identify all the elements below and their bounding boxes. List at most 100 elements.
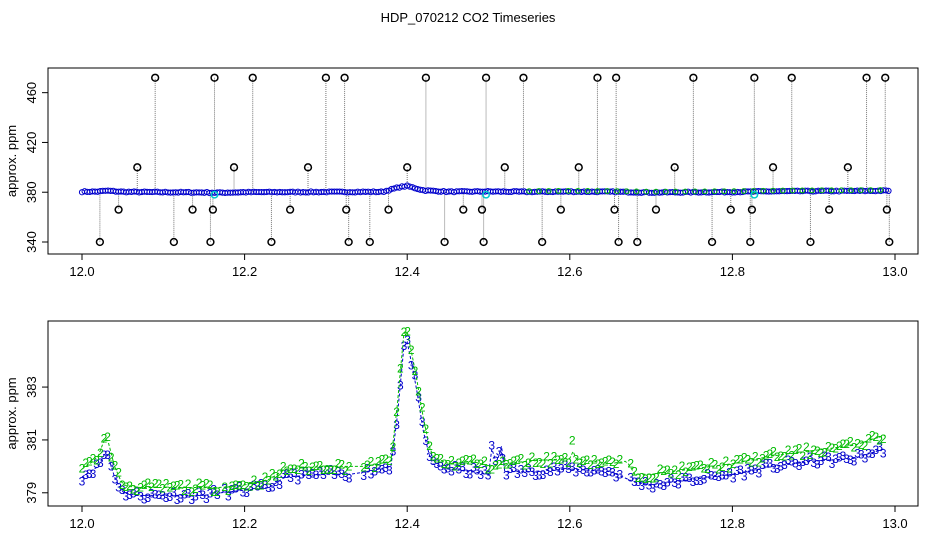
outlier-point — [421, 73, 431, 82]
outlier-point — [208, 205, 218, 214]
series-3-marker: 3 — [346, 471, 353, 485]
outlier-point — [574, 163, 583, 172]
series-2-marker: 2 — [426, 439, 433, 453]
outlier-point — [151, 73, 160, 82]
series-2-marker: 2 — [697, 458, 704, 472]
series-2-marker: 2 — [532, 456, 539, 470]
series-2-marker: 2 — [880, 432, 887, 446]
outlier-point — [133, 163, 142, 172]
series-2-marker: 2 — [134, 484, 141, 498]
series-2-marker: 2 — [573, 453, 580, 467]
outlier-point — [500, 163, 509, 172]
outlier-point — [479, 237, 488, 247]
outlier-point — [806, 237, 815, 247]
series-2-marker: 2 — [554, 453, 561, 467]
series-2-marker: 2 — [101, 432, 108, 446]
series-2-marker: 2 — [455, 456, 462, 470]
series-3-marker: 3 — [382, 461, 389, 475]
outlier-point — [403, 163, 412, 172]
highlight-point — [750, 190, 759, 199]
series-2-marker: 2 — [466, 454, 473, 468]
series-2-marker: 2 — [247, 479, 254, 493]
series-2-marker: 2 — [408, 343, 415, 357]
secondary-point — [594, 188, 601, 194]
series-2-marker: 2 — [584, 453, 591, 467]
series-3-marker: 3 — [82, 468, 89, 482]
series-3-marker: 3 — [595, 463, 602, 477]
series-3-marker: 3 — [477, 468, 484, 482]
series-3-marker: 3 — [730, 472, 737, 486]
series-3-marker: 3 — [280, 467, 287, 481]
series-3-marker: 3 — [565, 462, 572, 476]
series-3-marker: 3 — [199, 488, 206, 502]
series-3-marker: 3 — [426, 450, 433, 464]
series-3-marker: 3 — [269, 481, 276, 495]
series-2-marker: 2 — [730, 457, 737, 471]
series-2-marker: 2 — [152, 476, 159, 490]
series-3-marker: 3 — [291, 466, 298, 480]
series-2-marker: 2 — [558, 453, 565, 467]
secondary-point — [575, 187, 581, 194]
series-3-marker: 3 — [796, 459, 803, 473]
series-3-marker: 3 — [170, 486, 177, 500]
outlier-point — [885, 237, 894, 247]
bottom-x-tick-label: 12.6 — [557, 516, 582, 531]
outlier-point — [285, 205, 295, 214]
series-3-marker: 3 — [79, 475, 86, 489]
series-2-marker: 2 — [185, 477, 192, 491]
series-2-marker: 2 — [825, 439, 832, 453]
series-2-marker: 2 — [229, 479, 236, 493]
series-3-marker: 3 — [660, 479, 667, 493]
outlier-point — [593, 73, 602, 82]
series-3-marker: 3 — [86, 467, 93, 481]
highlight-point — [482, 190, 491, 199]
series-3-marker: 3 — [719, 468, 726, 482]
series-3-marker: 3 — [843, 452, 850, 466]
outlier-point — [746, 237, 755, 247]
series-2-marker: 2 — [748, 456, 755, 470]
series-3-marker: 3 — [803, 454, 810, 468]
series-2-marker: 2 — [755, 456, 762, 470]
series-3-marker: 3 — [90, 467, 97, 481]
series-3-marker: 3 — [708, 468, 715, 482]
series-3-marker: 3 — [386, 463, 393, 477]
secondary-point — [799, 187, 806, 194]
series-2-marker: 2 — [331, 463, 338, 477]
series-2-marker: 2 — [434, 451, 441, 465]
series-2-marker: 2 — [518, 452, 525, 466]
secondary-point — [867, 187, 874, 194]
top-y-tick-label: 380 — [24, 181, 39, 203]
secondary-point — [614, 188, 620, 194]
series-3-marker: 3 — [682, 470, 689, 484]
series-3-marker: 3 — [755, 467, 762, 481]
series-3-marker: 3 — [423, 434, 430, 448]
series-2-marker: 2 — [602, 454, 609, 468]
series-2-marker: 2 — [232, 478, 239, 492]
series-3-marker: 3 — [185, 486, 192, 500]
series-2-marker: 2 — [401, 325, 408, 339]
series-2-marker: 2 — [481, 454, 488, 468]
series-2-marker: 2 — [569, 433, 576, 447]
series-3-marker: 3 — [430, 454, 437, 468]
series-2-marker: 2 — [668, 467, 675, 481]
secondary-point — [838, 187, 845, 194]
series-3-marker: 3 — [338, 467, 345, 481]
series-3-marker: 3 — [434, 457, 441, 471]
series-2-marker: 2 — [148, 480, 155, 494]
secondary-point — [848, 187, 854, 194]
secondary-point — [857, 187, 864, 194]
series-2-marker: 2 — [386, 454, 393, 468]
series-3-marker: 3 — [488, 438, 495, 452]
series-2-marker: 2 — [188, 485, 195, 499]
secondary-point — [692, 188, 698, 195]
secondary-point — [536, 188, 542, 194]
secondary-point — [779, 187, 786, 194]
outlier-point — [556, 205, 566, 214]
series-3-marker: 3 — [869, 447, 876, 461]
series-2-marker: 2 — [338, 458, 345, 472]
series-3-marker: 3 — [247, 480, 254, 494]
series-2-marker: 2 — [375, 455, 382, 469]
series-3-marker: 3 — [547, 465, 554, 479]
series-2-marker: 2 — [145, 476, 152, 490]
series-2-marker: 2 — [514, 453, 521, 467]
